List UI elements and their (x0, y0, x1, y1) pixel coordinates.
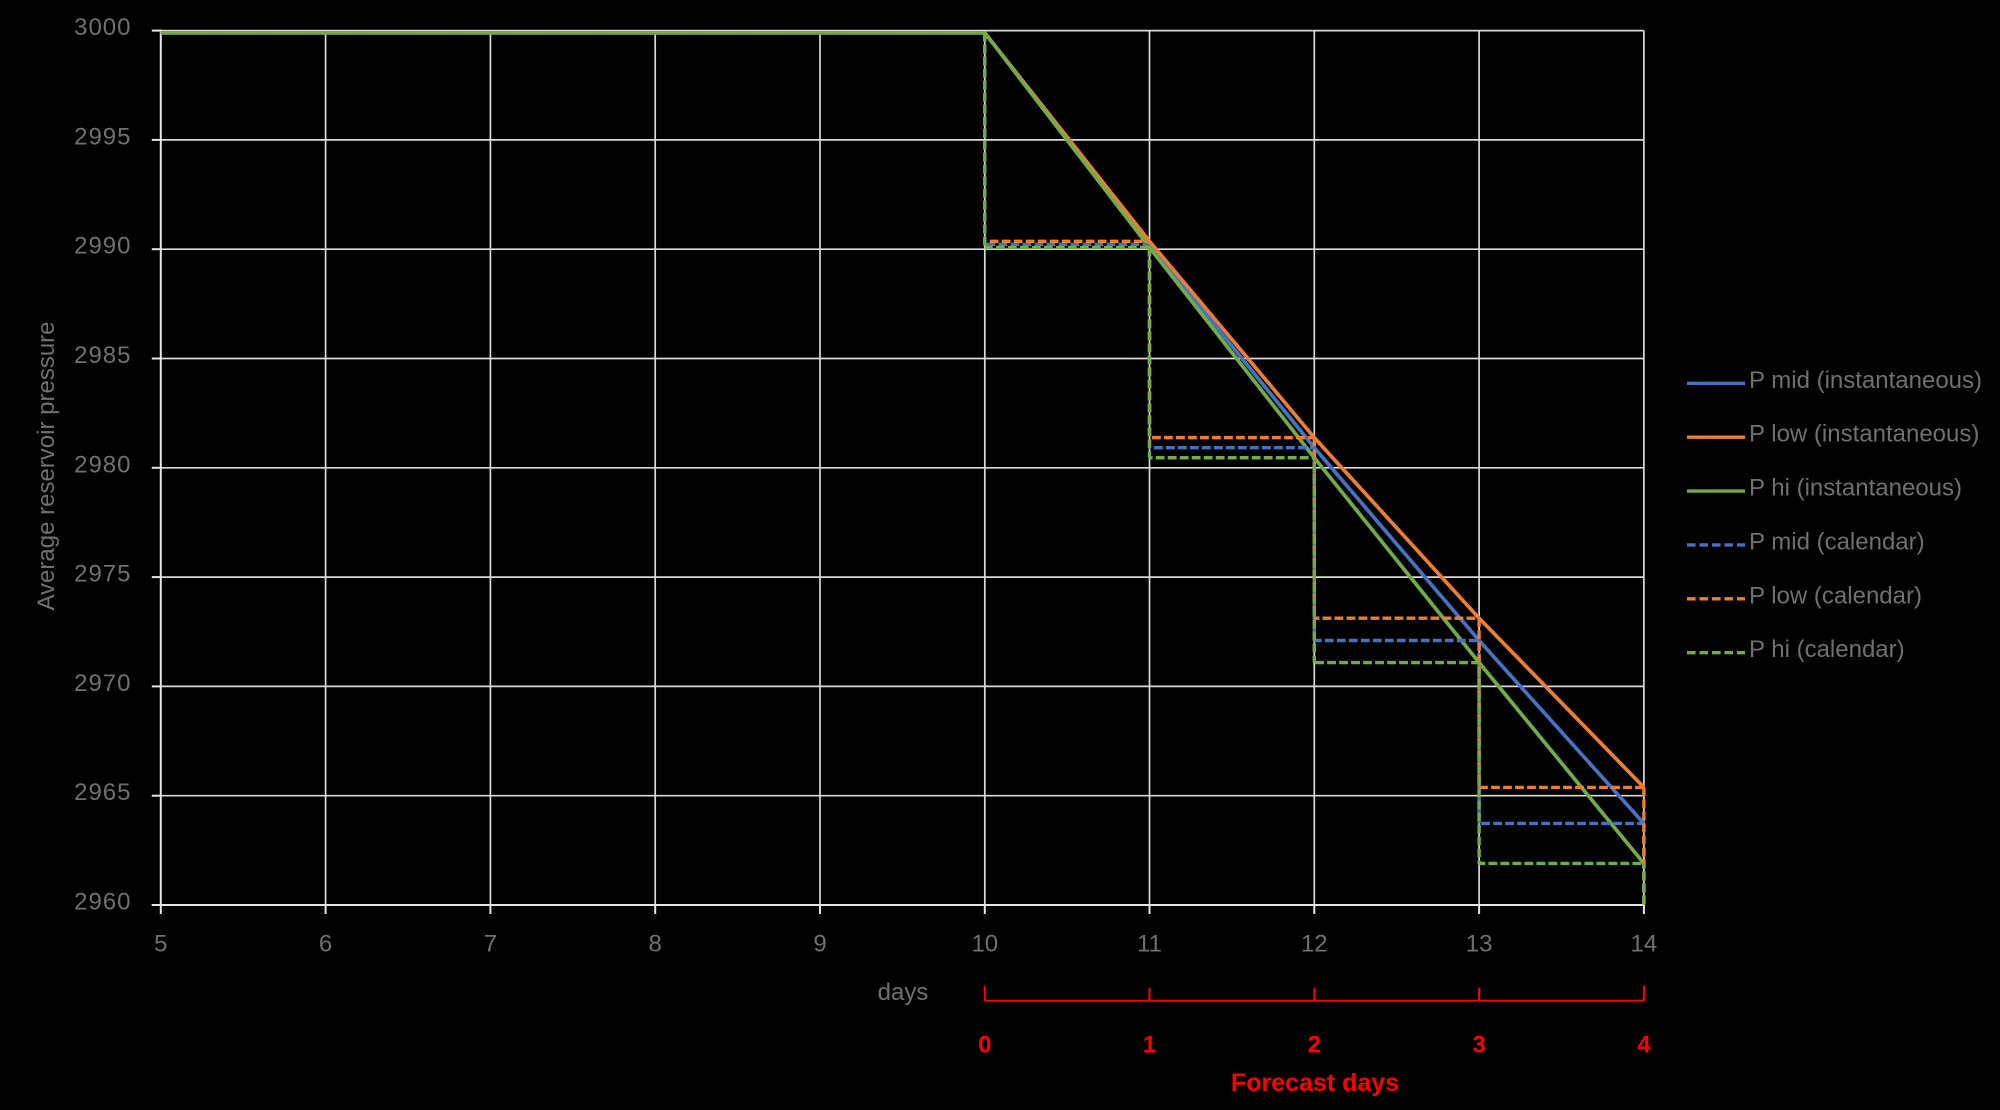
svg-text:3: 3 (1472, 1032, 1485, 1059)
svg-text:2980: 2980 (74, 451, 131, 478)
svg-text:Forecast days: Forecast days (1231, 1069, 1399, 1097)
svg-text:14: 14 (1631, 931, 1658, 958)
svg-text:7: 7 (484, 931, 497, 958)
svg-text:2990: 2990 (74, 233, 131, 260)
svg-text:2985: 2985 (74, 342, 131, 369)
svg-text:1: 1 (1143, 1032, 1156, 1059)
svg-text:P hi (instantaneous): P hi (instantaneous) (1749, 475, 1962, 502)
svg-text:2965: 2965 (74, 779, 131, 806)
svg-text:9: 9 (813, 931, 826, 958)
svg-text:P mid (calendar): P mid (calendar) (1749, 528, 1925, 555)
svg-text:12: 12 (1301, 931, 1328, 958)
svg-text:4: 4 (1637, 1032, 1651, 1059)
svg-text:8: 8 (649, 931, 662, 958)
svg-text:3000: 3000 (74, 14, 131, 41)
svg-text:Average reservoir pressure: Average reservoir pressure (33, 321, 60, 610)
svg-text:P low (calendar): P low (calendar) (1749, 582, 1922, 609)
svg-text:P hi (calendar): P hi (calendar) (1749, 636, 1905, 663)
svg-text:2995: 2995 (74, 123, 131, 150)
svg-text:10: 10 (971, 931, 998, 958)
svg-text:2: 2 (1308, 1032, 1321, 1059)
svg-text:6: 6 (319, 931, 332, 958)
svg-text:P mid (instantaneous): P mid (instantaneous) (1749, 367, 1982, 394)
svg-text:5: 5 (154, 931, 167, 958)
svg-text:11: 11 (1137, 931, 1162, 958)
svg-text:days: days (878, 979, 929, 1006)
svg-text:2970: 2970 (74, 670, 131, 697)
svg-text:P low (instantaneous): P low (instantaneous) (1749, 421, 1979, 448)
svg-text:2960: 2960 (74, 889, 131, 916)
svg-text:13: 13 (1466, 931, 1493, 958)
svg-text:0: 0 (978, 1032, 991, 1059)
svg-text:2975: 2975 (74, 561, 131, 588)
